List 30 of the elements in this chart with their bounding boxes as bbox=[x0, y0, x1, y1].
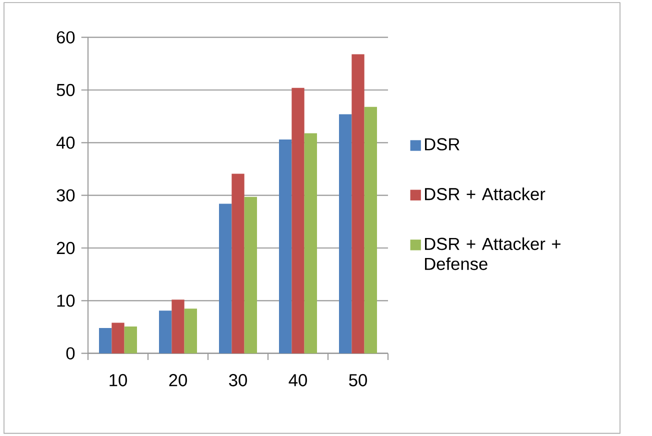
bar bbox=[292, 88, 304, 354]
bar bbox=[364, 106, 378, 354]
bar bbox=[339, 114, 352, 354]
bar bbox=[124, 326, 138, 354]
y-tick-label: 0 bbox=[66, 347, 75, 360]
legend-label: DSR + Attacker + Defense bbox=[425, 237, 560, 270]
x-tick-label: 50 bbox=[349, 374, 367, 386]
bar bbox=[304, 133, 318, 354]
x-tick-label: 10 bbox=[110, 374, 127, 386]
x-tick-label: 20 bbox=[169, 374, 187, 386]
bar bbox=[99, 328, 112, 354]
bar bbox=[112, 322, 124, 354]
y-tick-label: 50 bbox=[56, 84, 75, 96]
bar bbox=[219, 204, 232, 354]
bar bbox=[172, 300, 184, 354]
x-tick-label: 30 bbox=[229, 374, 247, 386]
legend-label: DSR + Attacker bbox=[425, 188, 546, 200]
y-tick-label: 40 bbox=[56, 136, 75, 149]
legend-label: DSR bbox=[425, 138, 460, 150]
bar bbox=[159, 310, 172, 354]
y-tick-label: 30 bbox=[56, 189, 75, 202]
bar bbox=[232, 174, 244, 354]
y-tick-label: 20 bbox=[56, 242, 75, 254]
y-tick-label: 60 bbox=[56, 31, 75, 44]
x-tick-label: 40 bbox=[288, 374, 307, 386]
bar bbox=[184, 308, 198, 354]
bar bbox=[279, 140, 292, 354]
y-tick-label: 10 bbox=[57, 294, 75, 307]
bar bbox=[244, 196, 258, 354]
bar bbox=[352, 54, 364, 354]
